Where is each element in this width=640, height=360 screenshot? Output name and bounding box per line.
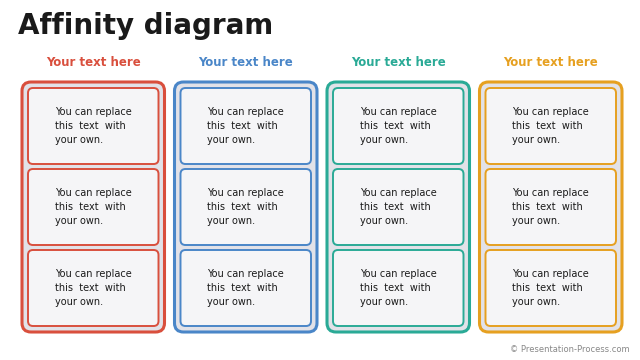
Text: You can replace
this  text  with
your own.: You can replace this text with your own. xyxy=(513,107,589,145)
FancyBboxPatch shape xyxy=(28,169,159,245)
FancyBboxPatch shape xyxy=(333,250,463,326)
FancyBboxPatch shape xyxy=(180,88,311,164)
FancyBboxPatch shape xyxy=(28,88,159,164)
Text: You can replace
this  text  with
your own.: You can replace this text with your own. xyxy=(207,269,284,307)
FancyBboxPatch shape xyxy=(327,82,470,332)
FancyBboxPatch shape xyxy=(479,82,622,332)
Text: You can replace
this  text  with
your own.: You can replace this text with your own. xyxy=(513,188,589,226)
Text: You can replace
this  text  with
your own.: You can replace this text with your own. xyxy=(55,107,132,145)
Text: You can replace
this  text  with
your own.: You can replace this text with your own. xyxy=(55,269,132,307)
FancyBboxPatch shape xyxy=(22,82,164,332)
Text: You can replace
this  text  with
your own.: You can replace this text with your own. xyxy=(207,107,284,145)
Text: Your text here: Your text here xyxy=(504,56,598,69)
Text: © Presentation-Process.com: © Presentation-Process.com xyxy=(510,345,630,354)
FancyBboxPatch shape xyxy=(486,88,616,164)
Text: You can replace
this  text  with
your own.: You can replace this text with your own. xyxy=(513,269,589,307)
Text: You can replace
this  text  with
your own.: You can replace this text with your own. xyxy=(207,188,284,226)
Text: You can replace
this  text  with
your own.: You can replace this text with your own. xyxy=(360,269,436,307)
FancyBboxPatch shape xyxy=(28,250,159,326)
FancyBboxPatch shape xyxy=(175,82,317,332)
Text: Your text here: Your text here xyxy=(351,56,445,69)
Text: Your text here: Your text here xyxy=(46,56,141,69)
FancyBboxPatch shape xyxy=(180,250,311,326)
Text: You can replace
this  text  with
your own.: You can replace this text with your own. xyxy=(55,188,132,226)
Text: Your text here: Your text here xyxy=(198,56,293,69)
FancyBboxPatch shape xyxy=(180,169,311,245)
Text: You can replace
this  text  with
your own.: You can replace this text with your own. xyxy=(360,107,436,145)
FancyBboxPatch shape xyxy=(333,88,463,164)
FancyBboxPatch shape xyxy=(486,169,616,245)
Text: You can replace
this  text  with
your own.: You can replace this text with your own. xyxy=(360,188,436,226)
FancyBboxPatch shape xyxy=(333,169,463,245)
Text: Affinity diagram: Affinity diagram xyxy=(18,12,273,40)
FancyBboxPatch shape xyxy=(486,250,616,326)
